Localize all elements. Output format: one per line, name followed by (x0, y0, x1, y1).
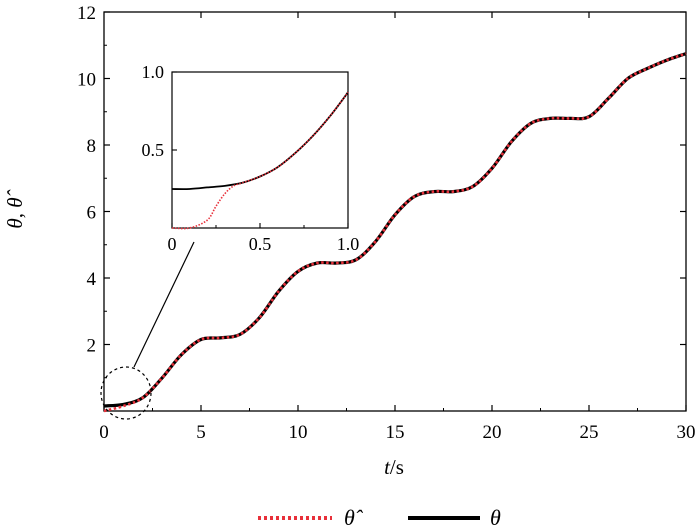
x-tick-label: 5 (196, 422, 206, 443)
inset-plot: 0 0.5 1.0 0.5 1.0 (142, 62, 360, 254)
x-tick-label: 25 (580, 422, 599, 443)
x-axis-ticks: 0 5 10 15 20 25 30 (99, 12, 696, 443)
x-tick-label: 20 (483, 422, 502, 443)
y-tick-label: 8 (87, 136, 97, 157)
x-tick-label: 15 (386, 422, 405, 443)
x-axis-label: t/s (384, 455, 404, 479)
inset-y-tick-label: 0.5 (142, 140, 165, 160)
x-axis-label-unit: /s (390, 455, 404, 479)
inset-series-line (171, 91, 349, 230)
x-tick-label: 0 (99, 422, 109, 443)
main-series (103, 52, 687, 413)
legend-label: θ̂ (344, 505, 364, 529)
y-tick-label: 10 (77, 70, 96, 91)
inset-frame (171, 71, 349, 229)
x-tick-label: 10 (289, 422, 308, 443)
x-tick-label: 30 (677, 422, 696, 443)
main-plot: 0 5 10 15 20 25 30 2 4 6 8 10 12 (77, 3, 696, 443)
inset-x-ticks: 0 0.5 1.0 (168, 223, 360, 254)
inset-x-tick-label: 0 (168, 234, 177, 254)
legend-label: θ (490, 505, 501, 529)
legend-entries: θ̂ θ (258, 505, 501, 529)
y-tick-label: 4 (87, 269, 97, 290)
series-line (103, 52, 687, 413)
inset-series (171, 91, 349, 230)
zoom-leader-line (133, 241, 195, 368)
y-tick-label: 12 (77, 3, 96, 24)
inset-y-tick-label: 1.0 (142, 62, 165, 82)
y-axis-ticks: 2 4 6 8 10 12 (77, 3, 686, 379)
legend: θ̂ θ (258, 505, 501, 529)
y-tick-label: 6 (87, 203, 97, 224)
y-axis-label: θ, θ̂ (3, 189, 27, 228)
x-axis-label-var: t (384, 455, 391, 479)
inset-y-ticks: 0.5 1.0 (142, 62, 177, 160)
inset-x-tick-label: 0.5 (249, 234, 272, 254)
inset-x-tick-label: 1.0 (337, 234, 360, 254)
y-tick-label: 2 (87, 336, 97, 357)
zoom-circle (100, 366, 152, 420)
